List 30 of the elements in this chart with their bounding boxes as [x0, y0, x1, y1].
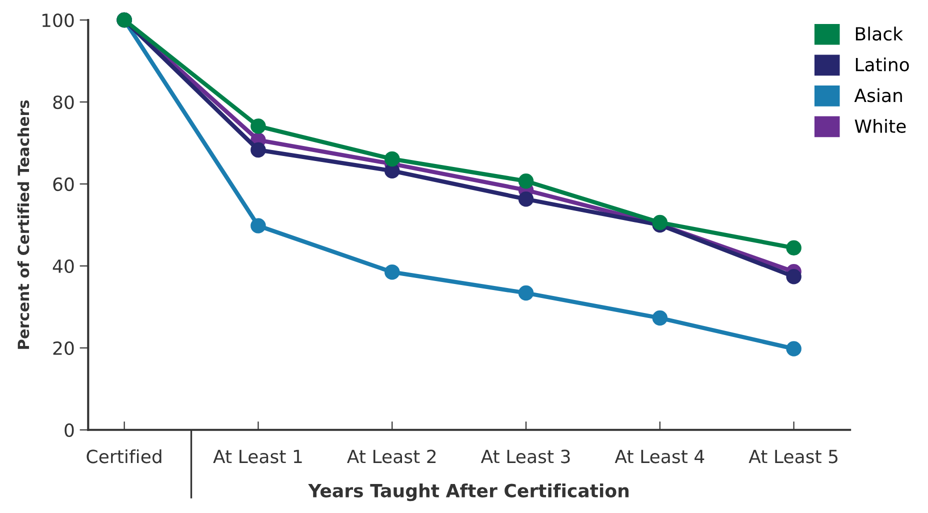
point: [384, 264, 400, 280]
y-tick-label: 20: [53, 341, 74, 356]
y-axis-title: Percent of Certified Teachers: [17, 100, 30, 349]
y-tick-label: 0: [64, 423, 74, 438]
y-tick-label: 40: [52, 259, 74, 274]
x-tick-label: At Least 1: [213, 450, 302, 464]
point: [518, 285, 534, 301]
y-tick-label: 100: [42, 13, 74, 28]
point: [384, 151, 400, 167]
point: [786, 341, 802, 356]
point: [518, 173, 534, 189]
x-axis-title: Years Taught After Certification: [308, 483, 629, 502]
x-tick-label: At Least 5: [748, 450, 838, 464]
x-tick-label: Certified: [86, 449, 162, 464]
point: [250, 118, 266, 134]
y-tick-label: 60: [53, 177, 74, 192]
point: [786, 240, 802, 256]
legend-label: Asian: [854, 88, 902, 102]
legend-label: Latino: [856, 57, 909, 72]
x-tick-label: At Least 3: [480, 450, 570, 464]
x-tick-label: At Least 2: [347, 450, 436, 464]
point: [250, 218, 266, 234]
point: [250, 142, 266, 158]
point: [518, 191, 534, 207]
legend-label: Black: [856, 26, 903, 41]
x-tick-label: At Least 4: [614, 450, 704, 464]
legend-label: White: [854, 119, 906, 133]
y-tick-label: 80: [53, 95, 74, 110]
point: [786, 268, 802, 284]
point: [652, 310, 668, 326]
